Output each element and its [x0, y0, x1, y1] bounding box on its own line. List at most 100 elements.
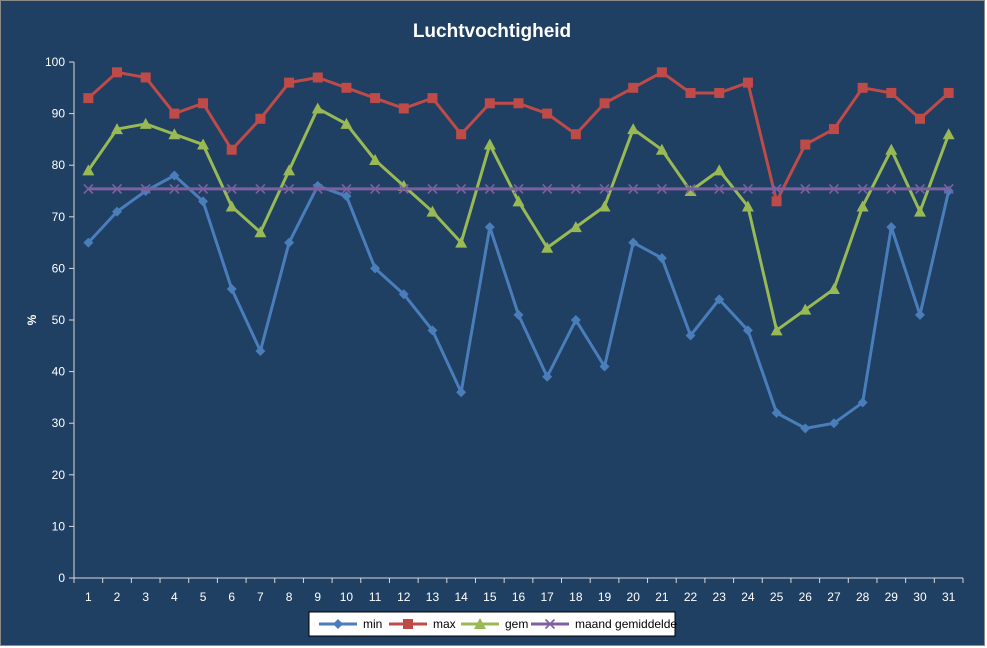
data-point-maand-gemiddelde [656, 183, 667, 195]
data-point-maand-gemiddelde [771, 183, 782, 195]
data-point-max [656, 67, 667, 78]
data-point-gem [569, 221, 582, 233]
data-point-maand-gemiddelde [800, 183, 811, 195]
data-point-gem [770, 324, 783, 336]
data-point-max [742, 77, 753, 88]
data-point-maand-gemiddelde [914, 183, 926, 195]
data-point-min [398, 289, 409, 300]
data-point-max [255, 113, 266, 124]
data-point-gem [713, 164, 726, 176]
data-point-gem [512, 195, 525, 207]
y-tick-label: 60 [52, 261, 66, 275]
data-point-maand-gemiddelde [226, 183, 237, 195]
legend-marker-min [333, 619, 343, 629]
x-tick-label: 14 [454, 590, 468, 604]
data-point-max [226, 144, 237, 155]
data-point-max [914, 113, 925, 124]
x-tick-label: 12 [397, 590, 411, 604]
data-point-maand-gemiddelde [943, 183, 954, 195]
x-tick-label: 17 [540, 590, 554, 604]
data-point-maand-gemiddelde [570, 183, 581, 195]
legend-label: min [363, 617, 382, 631]
data-point-min [255, 345, 266, 356]
data-point-max [484, 98, 495, 109]
data-point-min [857, 397, 868, 408]
series-max [83, 67, 954, 207]
data-point-min [714, 294, 725, 305]
data-point-maand-gemiddelde [857, 183, 868, 195]
data-point-maand-gemiddelde [828, 183, 840, 195]
data-point-maand-gemiddelde [370, 183, 381, 195]
data-point-gem [168, 128, 181, 140]
legend-marker-gem [474, 618, 486, 629]
data-point-maand-gemiddelde [685, 183, 696, 195]
x-tick-label: 6 [228, 590, 235, 604]
data-point-min [169, 170, 180, 181]
data-point-gem [885, 143, 898, 155]
x-tick-label: 10 [340, 590, 354, 604]
x-tick-label: 8 [286, 590, 293, 604]
data-point-gem [483, 138, 496, 150]
data-point-min [771, 407, 782, 418]
data-point-gem [311, 102, 324, 114]
y-tick-label: 90 [52, 107, 66, 121]
x-tick-label: 11 [369, 590, 382, 604]
data-point-gem [942, 128, 955, 140]
data-point-gem [598, 200, 611, 212]
data-point-min [284, 237, 295, 248]
series-line-min [87, 174, 951, 430]
data-point-min [112, 206, 123, 217]
data-point-max [341, 82, 352, 93]
series-line-max [87, 70, 950, 203]
data-point-maand-gemiddelde [140, 183, 151, 195]
legend-label: maand gemiddelde [575, 617, 677, 631]
x-tick-label: 7 [257, 590, 264, 604]
y-tick-label: 0 [58, 571, 65, 585]
data-point-maand-gemiddelde [628, 183, 639, 195]
data-point-max [943, 87, 954, 98]
data-point-max [456, 129, 467, 140]
data-point-gem [627, 123, 640, 135]
x-tick-label: 30 [913, 590, 927, 604]
x-tick-label: 9 [314, 590, 321, 604]
data-point-gem [426, 205, 439, 217]
x-tick-label: 3 [142, 590, 149, 604]
data-point-min [628, 237, 639, 248]
x-tick-label: 16 [512, 590, 526, 604]
data-point-gem [139, 117, 152, 129]
data-point-max [628, 82, 639, 93]
data-point-min [828, 418, 839, 429]
legend: min max gem maand gemiddelde [308, 611, 677, 637]
data-point-maand-gemiddelde [341, 183, 352, 195]
legend-item-max: max [389, 617, 456, 631]
data-point-gem [455, 236, 468, 248]
data-point-max [370, 93, 381, 104]
x-tick-label: 23 [713, 590, 727, 604]
data-point-maand-gemiddelde [83, 183, 94, 195]
series-layer [82, 67, 955, 434]
data-point-min [800, 423, 811, 434]
data-point-max [886, 87, 897, 98]
data-point-min [484, 222, 495, 233]
data-point-gem [369, 154, 382, 166]
x-tick-label: 22 [684, 590, 698, 604]
data-point-maand-gemiddelde [427, 183, 438, 195]
y-tick-label: 20 [52, 468, 66, 482]
legend-item-gem: gem [461, 617, 528, 631]
data-point-min [570, 315, 581, 325]
data-point-max [140, 72, 151, 83]
x-tick-label: 4 [171, 590, 178, 604]
data-point-min [742, 325, 753, 336]
data-point-maand-gemiddelde [484, 183, 495, 195]
legend-label: gem [505, 617, 528, 631]
data-point-max [828, 124, 839, 135]
data-point-gem [541, 241, 554, 253]
y-tick-label: 30 [52, 416, 66, 430]
x-tick-label: 2 [114, 590, 121, 604]
data-point-gem [340, 117, 353, 129]
data-point-maand-gemiddelde [542, 183, 553, 195]
legend-marker-maand-gemiddelde [544, 618, 556, 630]
data-point-max [83, 93, 94, 104]
data-point-max [112, 67, 123, 78]
